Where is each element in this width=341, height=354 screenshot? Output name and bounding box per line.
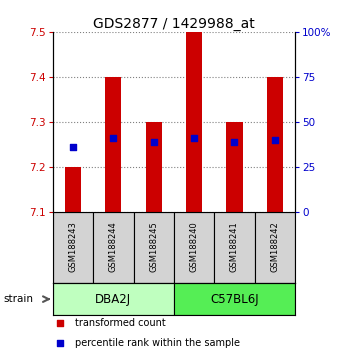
Text: GSM188240: GSM188240: [190, 221, 198, 272]
Bar: [214, 212, 255, 283]
Point: [70, 144, 76, 150]
Text: GSM188244: GSM188244: [109, 221, 118, 272]
Bar: [267, 77, 283, 212]
Text: GSM188243: GSM188243: [69, 221, 77, 272]
Bar: [105, 77, 121, 212]
Text: GSM188242: GSM188242: [270, 221, 279, 272]
Bar: [65, 167, 81, 212]
Bar: [255, 212, 295, 283]
Point: [151, 139, 157, 145]
Point: [57, 320, 63, 326]
Point: [57, 340, 63, 346]
Bar: [186, 32, 202, 212]
Point: [232, 139, 237, 145]
Point: [110, 135, 116, 141]
Text: transformed count: transformed count: [75, 318, 165, 328]
Point: [272, 137, 278, 143]
Text: GSM188241: GSM188241: [230, 221, 239, 272]
Bar: [53, 283, 174, 315]
Text: strain: strain: [3, 294, 33, 304]
Bar: [174, 212, 214, 283]
Point: [191, 135, 197, 141]
Text: DBA2J: DBA2J: [95, 293, 131, 306]
Title: GDS2877 / 1429988_at: GDS2877 / 1429988_at: [93, 17, 255, 31]
Text: GSM188245: GSM188245: [149, 221, 158, 272]
Text: percentile rank within the sample: percentile rank within the sample: [75, 338, 240, 348]
Text: C57BL6J: C57BL6J: [210, 293, 259, 306]
Bar: [93, 212, 134, 283]
Bar: [134, 212, 174, 283]
Bar: [226, 122, 242, 212]
Bar: [146, 122, 162, 212]
Bar: [53, 212, 93, 283]
Bar: [174, 283, 295, 315]
